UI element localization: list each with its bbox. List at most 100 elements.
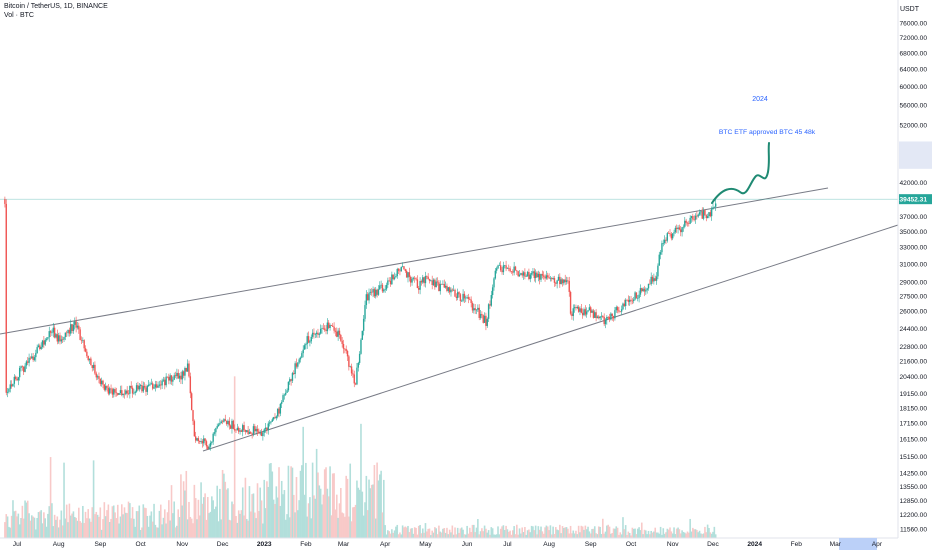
volume-bar: [700, 533, 702, 538]
candle-body: [12, 383, 14, 387]
candle-body: [694, 215, 697, 220]
wedge-upper-trendline: [0, 187, 829, 335]
candle-body: [595, 312, 597, 319]
candle-body: [696, 215, 698, 217]
volume-bar: [288, 517, 291, 538]
volume-bar: [166, 512, 169, 538]
volume-bar: [116, 504, 119, 538]
candle-body: [258, 431, 260, 434]
candle-body: [84, 348, 87, 352]
candle-body: [160, 384, 162, 386]
volume-bar: [123, 507, 126, 538]
candle-body: [670, 233, 673, 239]
volume-bar: [321, 504, 323, 538]
candle-body: [463, 293, 466, 299]
volume-bar: [584, 525, 587, 538]
candle-body: [702, 210, 705, 219]
candle-body: [216, 426, 218, 429]
candle-body: [545, 275, 548, 279]
volume-bar: [138, 505, 141, 538]
volume-bar: [428, 528, 431, 538]
candle-body: [532, 271, 534, 274]
candle-body: [186, 363, 189, 372]
candle-body: [552, 278, 554, 280]
volume-bar: [36, 517, 38, 538]
candle-body: [345, 349, 347, 351]
volume-bar: [482, 531, 485, 538]
candle-body: [262, 432, 264, 437]
candle-body: [43, 340, 45, 345]
volume-bar: [364, 502, 366, 538]
volume-bar: [452, 534, 455, 538]
volume-bar: [501, 526, 503, 538]
volume-bar: [18, 524, 21, 538]
volume-bar: [286, 514, 288, 538]
candle-body: [207, 446, 209, 450]
candle-body: [521, 273, 523, 276]
volume-bar: [235, 516, 237, 538]
candle-body: [55, 334, 57, 338]
candle-body: [348, 356, 350, 367]
candle-body: [314, 334, 316, 335]
current-price-label: 39452.31: [899, 197, 927, 204]
time-tick-label: Oct: [135, 541, 145, 548]
candle-body: [232, 420, 235, 429]
candle-body: [643, 288, 646, 292]
volume-bar: [655, 532, 658, 538]
price-tick-label: 11560.00: [900, 527, 927, 534]
candle-body: [289, 379, 291, 382]
volume-bar: [217, 521, 220, 538]
volume-bar: [350, 521, 353, 538]
candle-body: [447, 287, 450, 291]
candle-body: [346, 350, 349, 357]
candle-body: [341, 340, 343, 344]
volume-bar: [337, 517, 339, 538]
volume-bar: [299, 470, 302, 538]
volume-bar: [49, 457, 52, 538]
volume-bar: [522, 532, 525, 538]
volume-bar: [561, 526, 564, 538]
volume-bar: [421, 528, 424, 538]
volume-bar: [506, 529, 509, 538]
volume-bar: [326, 488, 329, 538]
volume-bar: [657, 532, 659, 538]
candle-body: [704, 210, 706, 216]
volume-bar: [642, 534, 644, 538]
candle-body: [63, 336, 65, 340]
candle-body: [328, 322, 330, 328]
volume-bar: [442, 528, 444, 538]
candle-body: [129, 385, 131, 394]
candle-body: [698, 212, 701, 215]
time-range-highlight: [839, 538, 877, 550]
price-tick-label: 26000.00: [899, 309, 927, 316]
volume-bar: [696, 529, 698, 538]
volume-bar: [216, 485, 219, 538]
volume-bar: [544, 527, 546, 538]
volume-bar: [383, 479, 385, 538]
candle-body: [622, 303, 624, 310]
volume-bar: [560, 533, 562, 538]
volume-bar: [276, 497, 279, 538]
candle-body: [142, 386, 145, 392]
volume-bar: [111, 506, 114, 538]
volume-bar: [490, 527, 493, 538]
candle-body: [266, 427, 268, 431]
candle-body: [91, 365, 93, 369]
candle-body: [16, 378, 18, 381]
candle-body: [592, 310, 595, 318]
volume-bar: [35, 529, 37, 538]
volume-bar: [188, 501, 190, 538]
volume-bar: [310, 518, 313, 538]
volume-bar: [581, 526, 584, 538]
volume-bar: [172, 513, 174, 538]
volume-bar: [401, 525, 404, 538]
volume-bar: [528, 529, 530, 538]
candle-body: [401, 266, 404, 267]
candle-body: [411, 278, 413, 283]
volume-bar: [190, 518, 193, 538]
volume-bar: [154, 524, 157, 538]
price-tick-label: 76000.00: [899, 21, 927, 28]
